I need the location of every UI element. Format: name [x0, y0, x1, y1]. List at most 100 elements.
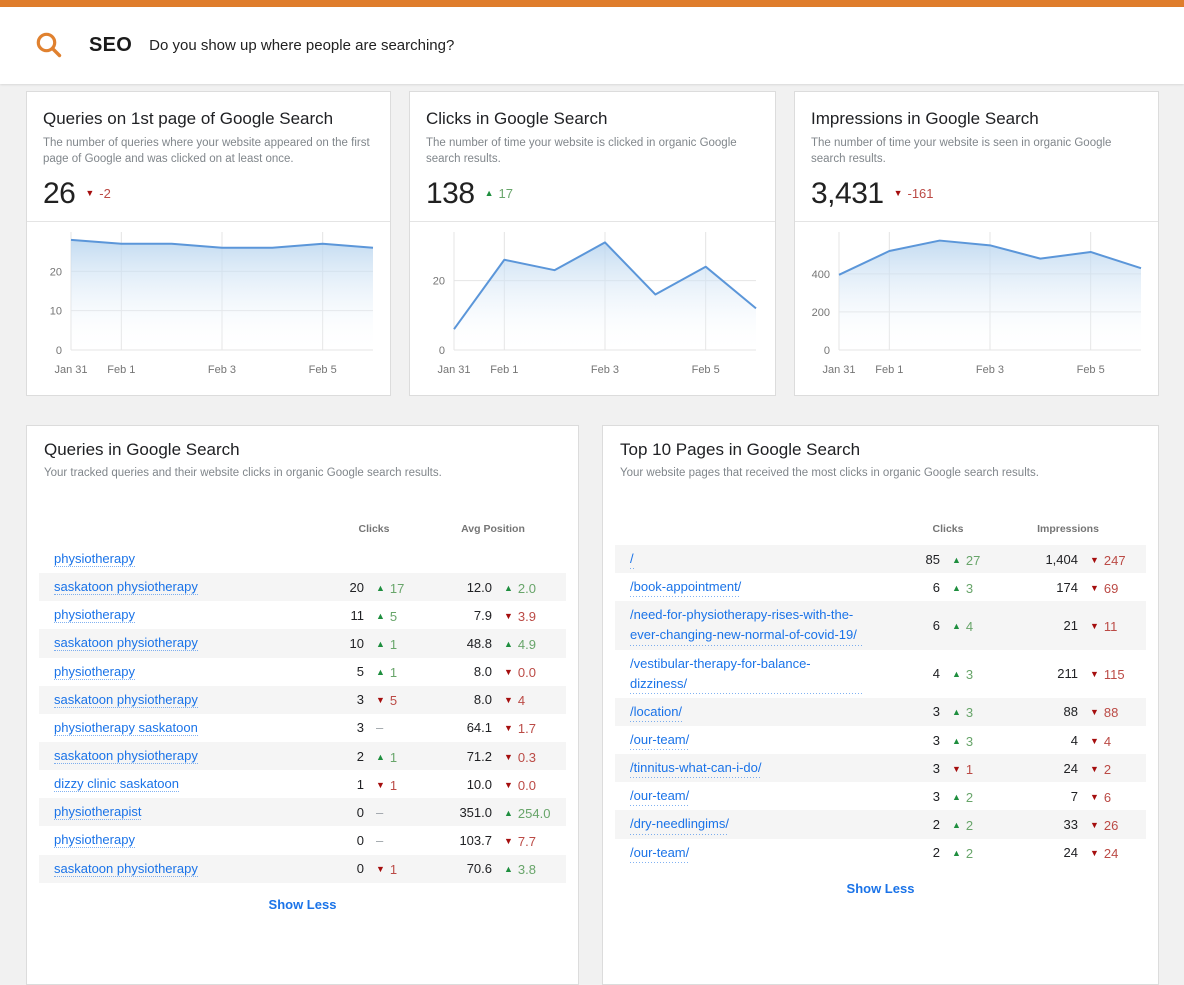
scorecard-summary: Clicks in Google Search The number of tim… [410, 92, 775, 222]
page-link[interactable]: /location/ [630, 701, 683, 722]
query-link[interactable]: dizzy clinic saskatoon [54, 776, 179, 793]
trend-delta: ▼ -161 [894, 186, 934, 201]
scorecard-summary: Impressions in Google Search The number o… [795, 92, 1158, 222]
page-link[interactable]: /need-for-physiotherapy-rises-with-the-e… [630, 605, 862, 646]
trend-down-icon: ▼ [504, 751, 513, 762]
page-link[interactable]: /our-team/ [630, 842, 690, 863]
show-less-button[interactable]: Show Less [846, 880, 915, 896]
metric1-value: 11 [350, 607, 365, 623]
metric2-value: 88 [1063, 704, 1078, 720]
trend-delta: ▲ 4 [952, 619, 973, 634]
trend-delta: ▼ 11 [1090, 619, 1117, 634]
trend-down-icon: ▼ [1090, 554, 1099, 565]
trend-delta: ▼ 0.0 [504, 665, 536, 680]
trend-delta-value: 3 [965, 667, 974, 683]
svg-text:Jan 31: Jan 31 [54, 364, 87, 376]
metric1-delta-cell: – [364, 805, 426, 820]
trend-down-icon: ▼ [1090, 763, 1099, 774]
table-row: physiotherapy [39, 545, 566, 573]
trend-delta-value: 0.0 [517, 665, 536, 681]
trend-delta: ▼ 24 [1090, 846, 1118, 861]
column-header-clicks: Clicks [932, 523, 964, 535]
trend-delta: ▲ 5 [376, 609, 397, 624]
trend-down-icon: ▼ [376, 779, 385, 790]
metric2-value: 8.0 [473, 692, 492, 708]
page-link[interactable]: /tinnitus-what-can-i-do/ [630, 758, 762, 779]
metric2-delta-cell: ▼ 7.7 [492, 832, 560, 849]
trend-delta-value: 3.8 [517, 862, 536, 878]
page-link[interactable]: /book-appointment/ [630, 577, 742, 598]
column-header-avg-position: Avg Position [461, 523, 525, 535]
table-row: physiotherapy saskatoon 3– 64.1 ▼ 1.7 [39, 714, 566, 742]
table-title: Queries in Google Search [44, 440, 240, 459]
query-link[interactable]: physiotherapy [54, 551, 135, 567]
trend-up-icon: ▲ [484, 188, 494, 199]
metric2-delta-cell: ▼ 2 [1078, 760, 1140, 777]
query-link[interactable]: physiotherapist [54, 804, 142, 821]
table-row: dizzy clinic saskatoon 1 ▼ 1 10.0 ▼ 0.0 [39, 770, 566, 798]
table-row: saskatoon physiotherapy 10 ▲ 1 48.8 ▲ 4.9 [39, 629, 566, 658]
metric2-delta-cell: ▼ 3.9 [492, 607, 560, 624]
metric2-value: 33 [1063, 816, 1078, 832]
svg-text:Feb 3: Feb 3 [976, 364, 1004, 376]
scorecard-description: The number of time your website is click… [426, 137, 737, 165]
trend-up-icon: ▲ [376, 638, 385, 649]
trend-delta: ▼ 6 [1090, 790, 1111, 805]
table-row: /tinnitus-what-can-i-do/3 ▼ 1 24 ▼ 2 [615, 754, 1146, 783]
metric1-value: 85 [925, 551, 940, 567]
table-column-headers: Clicks Avg Position [39, 517, 566, 541]
trend-delta: ▲ 3.8 [504, 862, 536, 877]
page-link[interactable]: /vestibular-therapy-for-balance-dizzines… [630, 653, 862, 694]
trend-delta: ▲ 2.0 [504, 581, 536, 596]
trend-delta-value: 5 [389, 608, 398, 624]
metric2-value: 211 [1057, 666, 1078, 682]
tables-row: Queries in Google Search Your tracked que… [26, 425, 1159, 985]
table-rows: physiotherapy saskatoon physiotherapy 20 ▲ 1… [27, 545, 578, 883]
trend-delta-value: 4.9 [517, 636, 536, 652]
page-link[interactable]: / [630, 549, 634, 570]
trend-up-icon: ▲ [504, 807, 513, 818]
metric2-value: 12.0 [466, 579, 492, 595]
trend-delta-value: 2 [1103, 761, 1112, 777]
trend-delta: ▲ 2 [952, 818, 973, 833]
show-less-button[interactable]: Show Less [268, 896, 337, 912]
trend-delta-value: 3 [965, 705, 974, 721]
query-link[interactable]: physiotherapy [54, 832, 135, 849]
svg-text:Feb 1: Feb 1 [490, 364, 518, 376]
trend-down-icon: ▼ [1090, 819, 1099, 830]
query-link[interactable]: saskatoon physiotherapy [54, 691, 198, 708]
trend-up-icon: ▲ [952, 791, 961, 802]
query-link[interactable]: saskatoon physiotherapy [54, 860, 198, 877]
query-link[interactable]: physiotherapy [54, 607, 135, 624]
trend-delta-value: 17 [498, 186, 513, 202]
metric1-value: 3 [932, 788, 940, 804]
trend-delta-value: 2 [965, 846, 974, 862]
query-link[interactable]: saskatoon physiotherapy [54, 579, 198, 596]
query-link[interactable]: physiotherapy saskatoon [54, 719, 198, 736]
query-link[interactable]: physiotherapy [54, 663, 135, 680]
trend-delta: ▲ 3 [952, 705, 973, 720]
table-header-block: Top 10 Pages in Google Search Your websit… [603, 440, 1158, 479]
trend-delta: ▼ 7.7 [504, 834, 536, 849]
trend-up-icon: ▲ [952, 848, 961, 859]
svg-text:10: 10 [50, 306, 62, 318]
trend-delta: ▼ 69 [1090, 581, 1118, 596]
query-link[interactable]: saskatoon physiotherapy [54, 635, 198, 652]
trend-delta: ▲ 3 [952, 734, 973, 749]
metric2-value: 24 [1063, 845, 1078, 861]
query-link[interactable]: saskatoon physiotherapy [54, 747, 198, 764]
metric1-value: 4 [932, 666, 940, 682]
page-link[interactable]: /our-team/ [630, 729, 690, 751]
page-link[interactable]: /our-team/ [630, 786, 690, 807]
metric1-value: 0 [356, 861, 364, 877]
trend-delta-value: 1 [389, 862, 398, 878]
page-link[interactable]: /dry-needlingims/ [630, 814, 729, 835]
metric1-value: 1 [356, 776, 364, 792]
metric1-delta-cell: ▲ 4 [940, 617, 996, 634]
table-row: saskatoon physiotherapy 2 ▲ 1 71.2 ▼ 0.3 [39, 741, 566, 771]
svg-text:400: 400 [812, 269, 830, 281]
trend-delta-value: 115 [1103, 667, 1125, 683]
metric1-delta-cell: ▼ 1 [364, 860, 426, 877]
metric2-value: 4 [1070, 732, 1078, 748]
trend-delta: ▼ 115 [1090, 667, 1125, 682]
